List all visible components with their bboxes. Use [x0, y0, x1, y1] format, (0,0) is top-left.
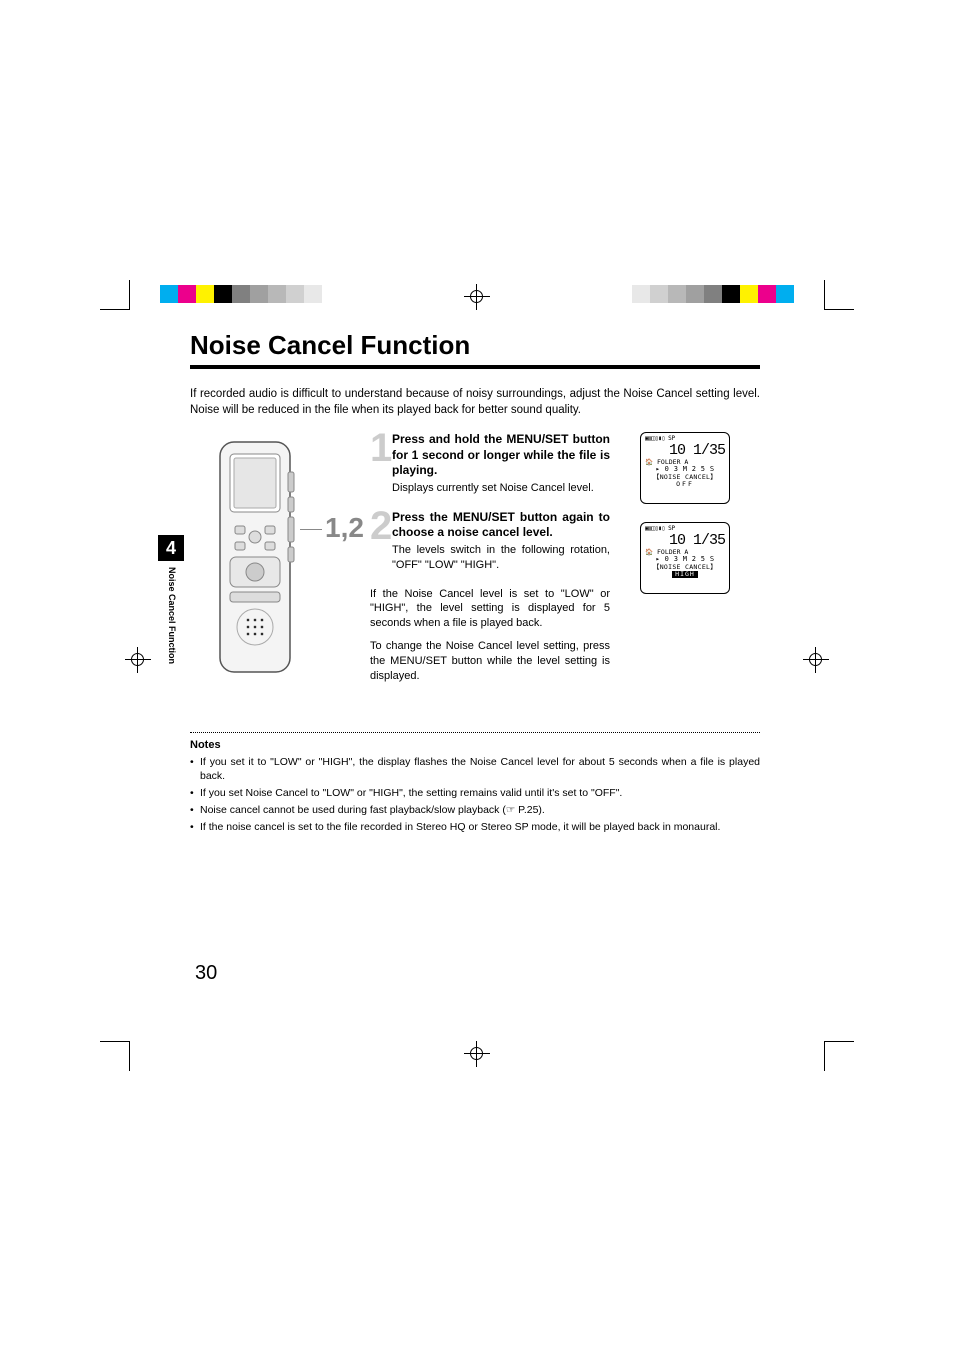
- lcd-column: ▣▥◫▯▮▯ SP10 1/35🏠 FOLDER A▸ 0 3 M 2 5 S【…: [620, 432, 730, 692]
- step: 2Press the MENU/SET button again to choo…: [370, 510, 610, 573]
- color-bar-left: [160, 285, 340, 303]
- registration-target-right: [806, 650, 826, 670]
- crop-mark-bl: [100, 1041, 130, 1071]
- crop-mark-br: [824, 1041, 854, 1071]
- intro-paragraph: If recorded audio is difficult to unders…: [190, 387, 760, 418]
- extra-paragraph: If the Noise Cancel level is set to "LOW…: [370, 587, 610, 632]
- step-heading: Press the MENU/SET button again to choos…: [392, 510, 610, 541]
- crop-mark-tr: [824, 280, 854, 310]
- page-title: Noise Cancel Function: [190, 330, 760, 361]
- lcd-screen: ▣▥◫▯▮▯ SP10 1/35🏠 FOLDER A▸ 0 3 M 2 5 S【…: [640, 522, 730, 594]
- extra-paragraph: To change the Noise Cancel level setting…: [370, 639, 610, 684]
- step-description: The levels switch in the following rotat…: [392, 543, 610, 573]
- dotted-divider: [190, 732, 760, 733]
- chapter-number: 4: [158, 535, 184, 561]
- notes-list: If you set it to "LOW" or "HIGH", the di…: [190, 755, 760, 835]
- voice-recorder-icon: [200, 432, 320, 682]
- registration-target-bottom: [467, 1044, 487, 1064]
- notes-heading: Notes: [190, 739, 760, 751]
- color-bar-right: [614, 285, 794, 303]
- steps-column: 1Press and hold the MENU/SET button for …: [370, 432, 620, 692]
- callout-line: [300, 529, 322, 530]
- note-item: If you set Noise Cancel to "LOW" or "HIG…: [190, 786, 760, 800]
- title-rule: [190, 365, 760, 369]
- step-number: 1: [370, 432, 392, 496]
- page-content: Noise Cancel Function If recorded audio …: [190, 330, 760, 837]
- note-item: If the noise cancel is set to the file r…: [190, 820, 760, 834]
- crop-mark-tl: [100, 280, 130, 310]
- page-number: 30: [195, 962, 217, 985]
- note-item: If you set it to "LOW" or "HIGH", the di…: [190, 755, 760, 783]
- chapter-tab: 4 Noise Cancel Function: [158, 535, 184, 664]
- lcd-screen: ▣▥◫▯▮▯ SP10 1/35🏠 FOLDER A▸ 0 3 M 2 5 S【…: [640, 432, 730, 504]
- step-number: 2: [370, 510, 392, 573]
- registration-target-top: [467, 287, 487, 307]
- device-illustration: 1,2: [190, 432, 370, 692]
- step-description: Displays currently set Noise Cancel leve…: [392, 481, 610, 496]
- chapter-label: Noise Cancel Function: [167, 567, 177, 664]
- step: 1Press and hold the MENU/SET button for …: [370, 432, 610, 496]
- lcd-state: OFF: [645, 481, 725, 488]
- lcd-state: HIGH: [672, 571, 698, 578]
- registration-target-left: [128, 650, 148, 670]
- step-heading: Press and hold the MENU/SET button for 1…: [392, 432, 610, 479]
- note-item: Noise cancel cannot be used during fast …: [190, 803, 760, 817]
- callout-number: 1,2: [325, 512, 364, 544]
